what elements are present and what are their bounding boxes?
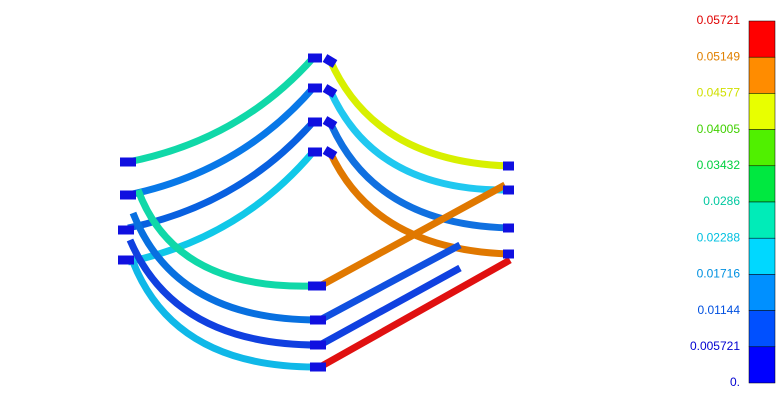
legend-label: 0.05149 (697, 49, 741, 63)
legend-label: 0.01144 (698, 303, 741, 317)
legend-band (748, 93, 776, 130)
beam (126, 238, 319, 349)
legend-label: 0. (730, 375, 740, 389)
model (118, 53, 514, 372)
beam (127, 55, 316, 166)
beam (326, 58, 511, 170)
legend-band (748, 274, 776, 311)
legend-band (748, 20, 776, 58)
legend-label: 0.04577 (697, 86, 741, 100)
end-caps (118, 53, 514, 372)
legend-label: 0.005721 (690, 339, 740, 353)
legend-label: 0.05721 (697, 13, 741, 27)
beam (129, 260, 319, 371)
legend-band (748, 56, 776, 94)
legend-band (748, 201, 776, 239)
color-legend: 0.05721 0.05149 0.04577 0.04005 0.03432 0.028… (690, 13, 776, 389)
legend-label: 0.03432 (697, 158, 741, 172)
legend-band (748, 237, 776, 275)
legend-label: 0.04005 (697, 122, 741, 136)
legend-band (748, 129, 776, 167)
beam (127, 85, 316, 199)
beam (318, 256, 512, 371)
beam (134, 188, 314, 290)
legend-label: 0.02288 (697, 230, 741, 244)
beam (326, 150, 511, 258)
beam (318, 264, 462, 349)
beam (318, 241, 462, 324)
beam (129, 211, 319, 324)
legend-label: 0.01716 (697, 267, 741, 281)
beam (127, 149, 316, 266)
legend-band (748, 310, 776, 348)
legend-band (748, 346, 776, 384)
legend-label: 0.0286 (703, 194, 740, 208)
legend-band (748, 165, 776, 203)
beam (326, 88, 511, 194)
beam (326, 120, 511, 232)
beam (318, 181, 507, 290)
beam (127, 119, 316, 232)
